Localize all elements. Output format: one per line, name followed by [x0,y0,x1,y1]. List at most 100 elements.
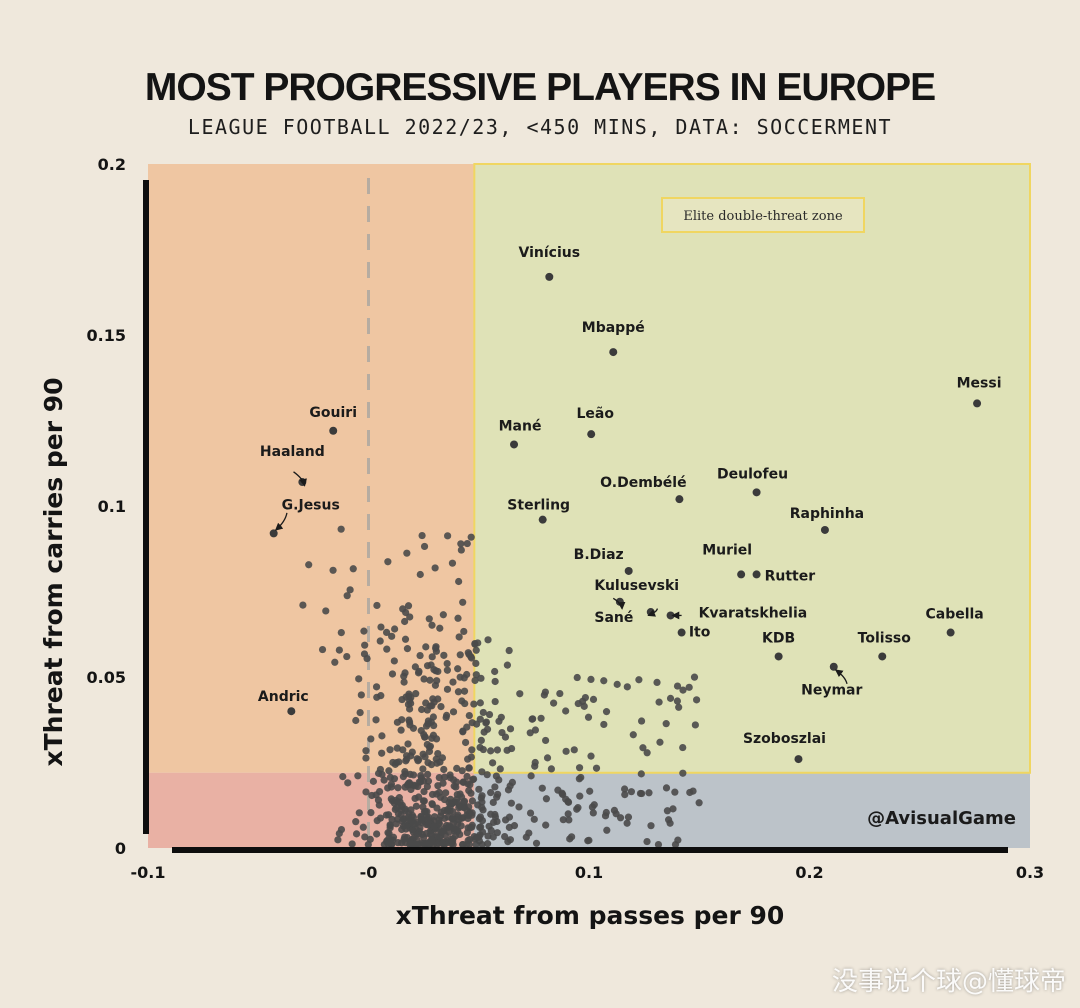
scatter-point [423,740,431,749]
scatter-point [428,800,436,808]
scatter-point [318,645,327,654]
scatter-point [378,749,386,757]
scatter-point [443,659,451,668]
scatter-point [423,662,432,670]
scatter-point [388,815,396,824]
scatter-point [403,645,412,653]
label-man-: Mané [499,418,542,434]
scatter-point [556,689,564,698]
scatter-point [624,813,633,821]
scatter-point [461,738,470,747]
scatter-point [491,697,499,706]
scatter-point [575,764,584,772]
scatter-point [416,824,424,832]
scatter-point [335,829,343,838]
scatter-point [424,717,432,725]
scatter-point [666,819,674,827]
scatter-point [653,678,661,687]
scatter-point [401,821,409,829]
point-gouiri [329,426,338,435]
scatter-point [364,840,372,849]
scatter-point [568,833,576,841]
scatter-point [475,785,483,793]
scatter-point [401,617,409,626]
x-tick-label: 0.2 [795,863,823,882]
scatter-point [349,565,357,573]
scatter-point [635,676,643,684]
scatter-point [398,695,406,704]
scatter-point [395,758,403,766]
scatter-point [337,629,345,637]
scatter-point [470,833,478,841]
scatter-point [505,813,514,821]
scatter-point [465,711,473,720]
scatter-point [437,703,445,711]
scatter-point [656,738,664,746]
point-messi [973,399,982,408]
annotation-arrow [834,669,848,685]
scatter-point [584,713,593,721]
scatter-point [460,687,469,695]
scatter-point [472,720,481,728]
scatter-point [408,826,417,834]
scatter-point [419,765,427,773]
scatter-point [501,733,510,741]
scatter-point [430,822,438,830]
scatter-point [564,798,572,806]
scatter-point [589,695,598,704]
label-cabella: Cabella [925,607,983,623]
zone-label-box [661,197,865,233]
scatter-point [487,826,495,835]
scatter-point [405,692,413,700]
scatter-point [474,639,482,647]
scatter-point [362,788,370,796]
y-tick-label: 0.1 [98,497,126,516]
scatter-point [399,605,407,613]
scatter-point [443,666,452,674]
scatter-point [418,531,426,540]
scatter-point [663,807,671,815]
label-haaland: Haaland [260,444,325,460]
scatter-point [454,688,463,696]
scatter-point [463,772,471,781]
scatter-point [387,783,396,791]
scatter-point [592,764,601,772]
scatter-point [586,787,594,795]
scatter-point [409,724,418,732]
scatter-point [600,720,608,729]
scatter-point [505,646,513,655]
label-le-o: Leão [576,406,614,422]
scatter-point [478,840,486,849]
scatter-point [478,798,486,806]
scatter-point [439,611,447,619]
scatter-point [662,720,670,728]
scatter-point [515,803,523,811]
scatter-point [461,699,469,708]
scatter-point [420,542,429,551]
label-g-jesus: G.Jesus [282,497,340,513]
scatter-point [505,823,513,831]
scatter-point [501,832,509,841]
scatter-point [443,807,452,815]
zone-elite-border [473,163,1031,774]
scatter-point [359,823,367,831]
scatter-point [428,653,436,661]
scatter-point [449,708,458,716]
scatter-point [547,765,555,773]
scatter-point [666,694,675,702]
scatter-point [491,783,499,791]
scatter-point [685,683,693,691]
scatter-point [440,773,449,781]
scatter-point [476,715,484,723]
scatter-point [484,636,492,644]
scatter-point [620,785,629,793]
scatter-point [420,675,428,683]
point-deulofeu [752,488,761,497]
scatter-point [382,628,391,637]
scatter-point [638,789,646,798]
scatter-point [400,672,408,680]
scatter-point [415,793,423,801]
scatter-point [404,740,412,748]
scatter-point [434,667,442,676]
scatter-point [387,840,395,849]
